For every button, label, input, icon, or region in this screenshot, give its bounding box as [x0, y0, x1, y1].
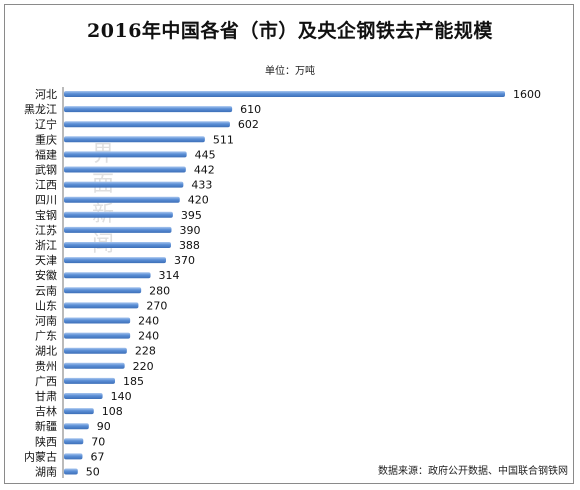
category-label: 内蒙古	[24, 449, 57, 463]
value-label: 70	[91, 435, 105, 448]
value-label: 140	[111, 390, 132, 403]
bar	[64, 438, 84, 445]
bar	[64, 347, 127, 354]
value-label: 67	[90, 450, 104, 463]
value-label: 90	[97, 420, 111, 433]
bar	[64, 453, 83, 460]
value-label: 370	[174, 254, 195, 267]
category-label: 山东	[35, 299, 57, 312]
category-label: 陕西	[35, 434, 57, 448]
data-source: 数据来源：政府公开数据、中国联合钢铁网	[378, 466, 568, 477]
value-label: 280	[149, 284, 170, 297]
value-label: 220	[133, 360, 154, 373]
bar	[64, 136, 205, 143]
category-label: 河南	[35, 315, 57, 328]
bar	[64, 181, 184, 188]
bar	[64, 423, 89, 430]
category-label: 宝钢	[35, 208, 57, 222]
bar	[64, 287, 142, 294]
bar	[64, 377, 115, 384]
category-label: 河北	[35, 88, 57, 101]
value-label: 240	[138, 315, 159, 328]
bar	[64, 91, 505, 97]
bar	[64, 196, 180, 203]
category-label: 湖南	[35, 466, 57, 479]
bar	[64, 257, 166, 264]
category-label: 湖北	[35, 345, 57, 358]
bar	[64, 302, 139, 309]
bar	[64, 468, 78, 475]
category-label: 贵州	[35, 360, 57, 373]
chart-title: 2016年中国各省（市）及央企钢铁去产能规模	[87, 20, 493, 42]
category-label: 武钢	[35, 164, 57, 177]
category-label: 广西	[35, 375, 57, 388]
category-label: 云南	[35, 284, 57, 297]
value-label: 445	[195, 148, 216, 161]
category-label: 吉林	[35, 404, 57, 418]
value-label: 228	[135, 345, 156, 358]
value-label: 390	[179, 224, 200, 237]
value-label: 395	[181, 209, 202, 222]
category-label: 黑龙江	[24, 103, 57, 116]
value-label: 314	[159, 269, 180, 282]
bar	[64, 151, 187, 158]
value-label: 442	[194, 164, 215, 177]
category-label: 浙江	[35, 239, 57, 252]
bar	[64, 317, 131, 324]
category-label: 安徽	[35, 268, 57, 282]
unit-label: 单位：万吨	[265, 66, 315, 77]
value-label: 240	[138, 330, 159, 343]
value-label: 610	[240, 103, 261, 116]
value-label: 388	[179, 239, 200, 252]
bar	[64, 362, 125, 369]
category-label: 天津	[35, 254, 57, 267]
bar	[64, 393, 103, 399]
bar	[64, 121, 230, 128]
value-label: 108	[102, 405, 123, 418]
bar	[64, 272, 151, 279]
value-label: 185	[123, 375, 144, 388]
value-label: 420	[188, 194, 209, 207]
category-label: 重庆	[35, 132, 57, 146]
value-label: 270	[146, 299, 167, 312]
category-label: 福建	[35, 147, 57, 161]
bar	[64, 242, 171, 248]
category-label: 四川	[35, 194, 57, 207]
bar	[64, 226, 172, 233]
value-label: 50	[86, 466, 100, 479]
value-label: 433	[191, 179, 212, 192]
bar	[64, 166, 186, 173]
category-label: 辽宁	[35, 117, 57, 131]
category-label: 江西	[35, 179, 57, 192]
category-label: 广东	[35, 330, 57, 343]
value-label: 511	[213, 133, 234, 146]
category-label: 甘肃	[35, 390, 57, 403]
bar	[64, 332, 131, 339]
bar	[64, 408, 94, 415]
category-label: 新疆	[35, 419, 57, 433]
category-label: 江苏	[35, 224, 57, 237]
bar	[64, 211, 173, 218]
value-label: 602	[238, 118, 259, 131]
bar	[64, 106, 233, 113]
value-label: 1600	[513, 88, 541, 101]
